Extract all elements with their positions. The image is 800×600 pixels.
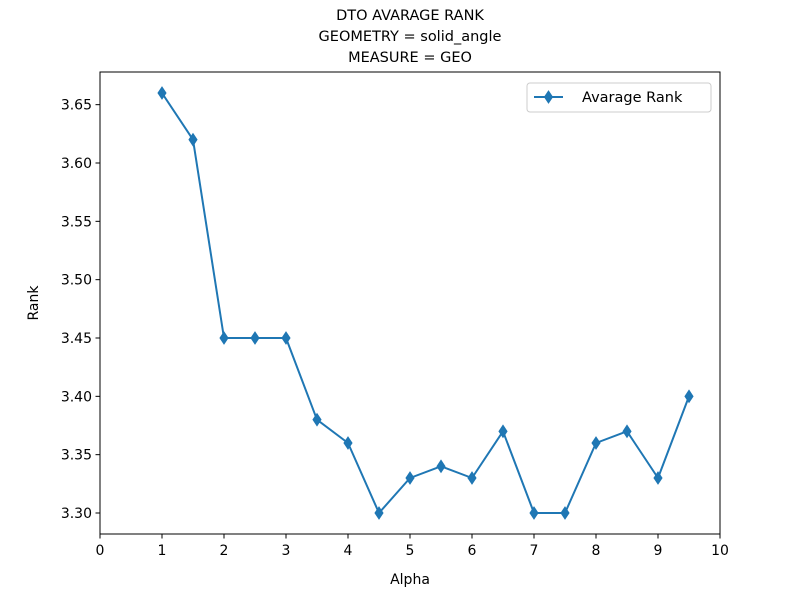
data-point-marker (498, 424, 508, 439)
data-point-marker (436, 459, 446, 474)
y-tick-label: 3.35 (61, 448, 92, 464)
series-line (160, 91, 691, 514)
legend-label: Avarage Rank (582, 90, 683, 106)
data-point-marker (188, 132, 198, 147)
title-line-1: DTO AVARAGE RANK (336, 8, 484, 24)
data-point-marker (405, 471, 415, 485)
x-tick-label: 6 (468, 543, 477, 559)
plot-frame (99, 71, 721, 535)
legend-box (526, 82, 712, 113)
y-tick-label: 3.60 (61, 156, 92, 172)
y-tick-label: 3.45 (61, 331, 92, 347)
data-point-marker (622, 424, 632, 439)
x-tick-label: 10 (711, 543, 729, 559)
x-tick-label: 8 (592, 543, 601, 559)
data-point-marker (467, 471, 477, 485)
data-point-marker (312, 412, 322, 427)
y-tick-label: 3.65 (61, 98, 92, 114)
data-point-marker (157, 86, 167, 100)
x-tick-label: 0 (96, 543, 105, 559)
y-tick-label: 3.55 (61, 214, 92, 230)
x-tick-label: 2 (220, 543, 229, 559)
plot-area (100, 72, 720, 534)
chart-title: DTO AVARAGE RANK GEOMETRY = solid_angle … (319, 8, 502, 66)
legend: Avarage Rank (526, 82, 712, 113)
data-point-marker (560, 506, 570, 520)
x-tick-label: 7 (530, 543, 539, 559)
x-axis-ticks: 0 1 2 3 4 5 6 7 8 9 10 (96, 534, 729, 559)
data-point-marker (281, 331, 291, 345)
x-tick-label: 3 (282, 543, 291, 559)
x-tick-label: 4 (344, 543, 353, 559)
series-layer (157, 86, 694, 520)
data-point-marker (250, 331, 260, 345)
y-axis-label: Rank (26, 285, 42, 321)
data-point-marker (591, 436, 601, 450)
x-tick-label: 9 (654, 543, 663, 559)
data-point-marker (219, 331, 229, 345)
x-axis-label: Alpha (390, 572, 430, 588)
y-tick-label: 3.30 (61, 506, 92, 522)
data-point-marker (653, 471, 663, 485)
data-point-marker (684, 389, 694, 404)
legend-marker-swatch (543, 90, 554, 104)
data-point-marker (343, 436, 353, 450)
y-tick-label: 3.40 (61, 389, 92, 405)
title-line-2: GEOMETRY = solid_angle (319, 29, 502, 45)
title-line-3: MEASURE = GEO (348, 50, 472, 66)
x-tick-label: 5 (406, 543, 415, 559)
y-axis-ticks: 3.30 3.35 3.40 3.45 3.50 3.55 3.60 3.65 (61, 98, 100, 522)
data-point-marker (529, 506, 539, 520)
y-tick-label: 3.50 (61, 273, 92, 289)
data-point-marker (374, 506, 384, 520)
x-tick-label: 1 (158, 543, 167, 559)
